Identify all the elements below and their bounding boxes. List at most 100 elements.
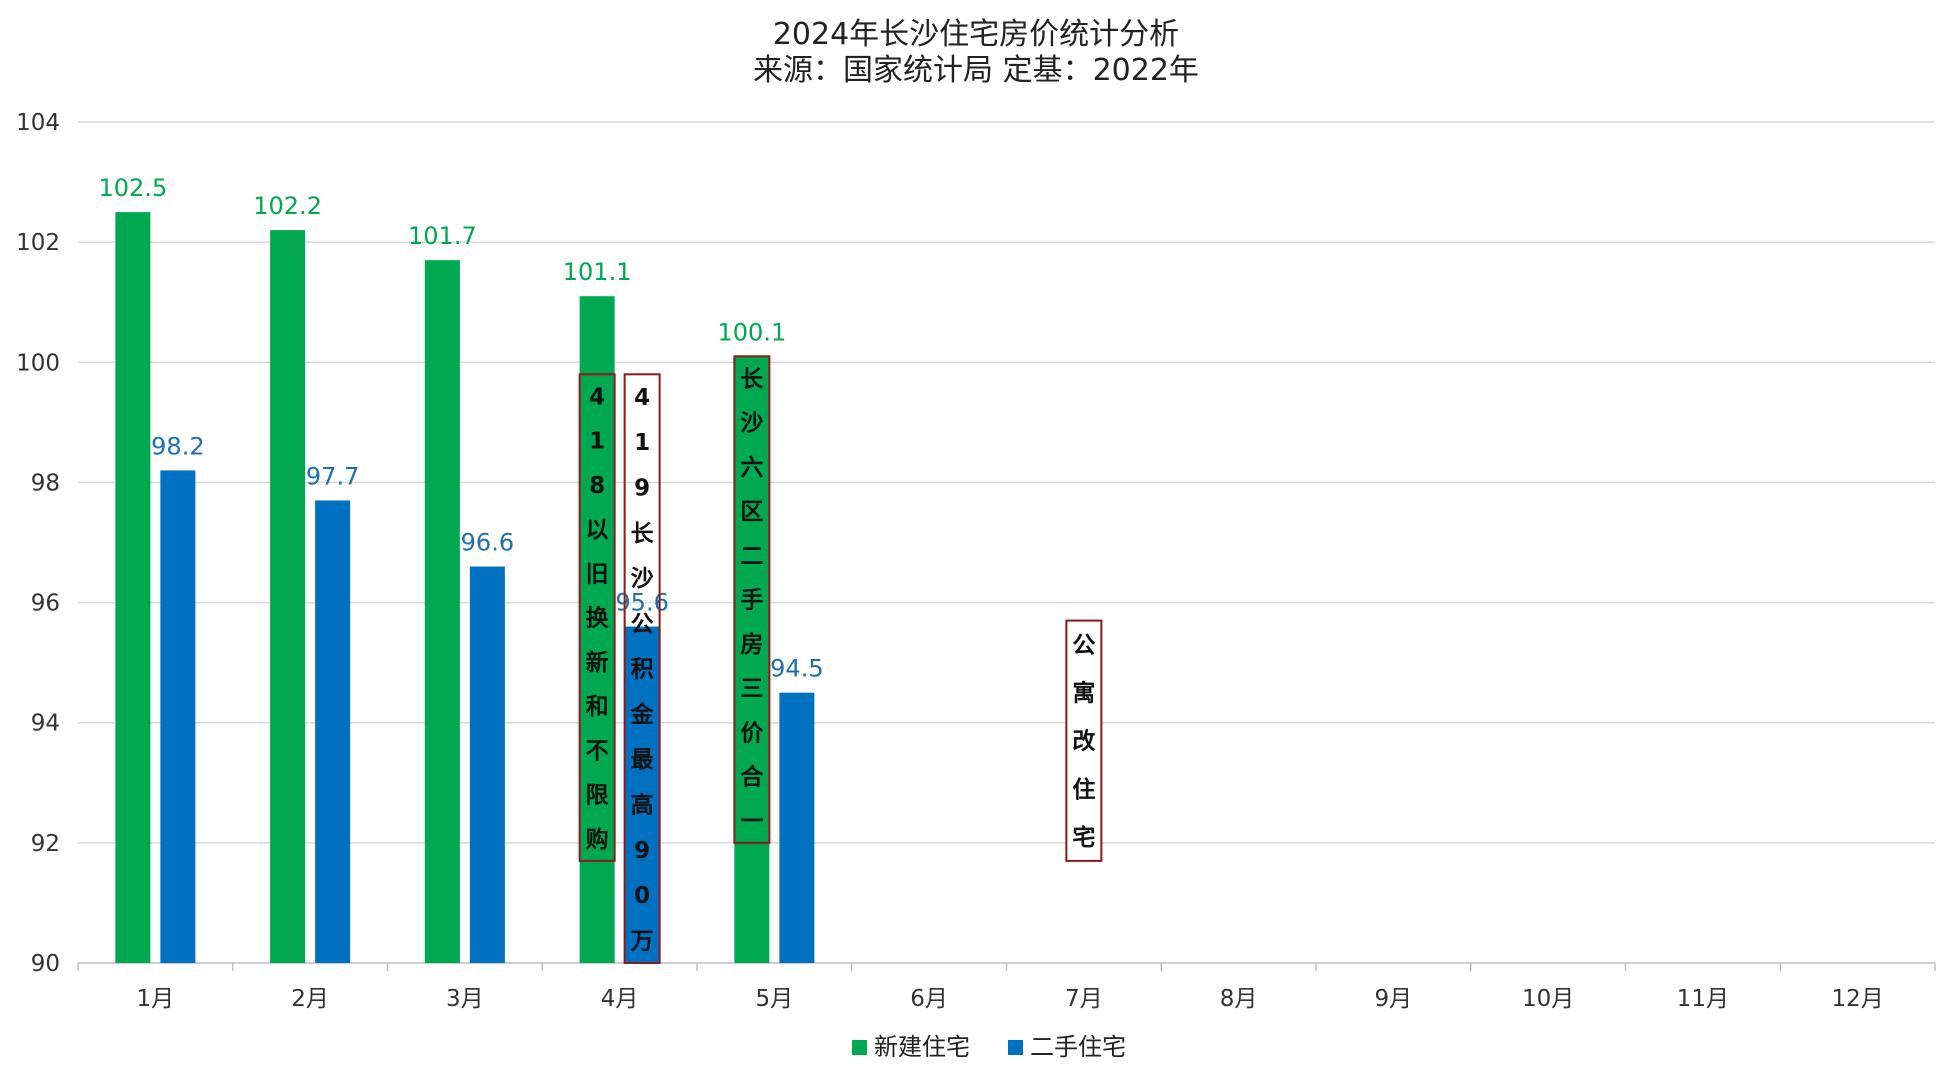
annotation-char: 1 bbox=[589, 429, 605, 455]
legend-swatch bbox=[1008, 1040, 1023, 1055]
data-label: 101.1 bbox=[563, 258, 632, 286]
chart-subtitle: 来源：国家统计局 定基：2022年 bbox=[753, 53, 1199, 88]
annotation-char: 9 bbox=[634, 838, 650, 864]
y-tick-label: 102 bbox=[16, 230, 60, 256]
bar bbox=[469, 566, 505, 963]
data-label: 94.5 bbox=[770, 655, 823, 683]
legend-swatch bbox=[852, 1040, 867, 1055]
y-axis: 90 92 94 96 98 100 102 104 bbox=[16, 110, 60, 977]
annotation-frame bbox=[623, 373, 661, 964]
annotation-char: 和 bbox=[586, 694, 609, 720]
annotation-char: 区 bbox=[740, 499, 763, 525]
annotation-frame bbox=[578, 373, 616, 862]
legend-label: 二手住宅 bbox=[1030, 1033, 1126, 1061]
annotation-char: 限 bbox=[586, 783, 609, 809]
annotation-char: 旧 bbox=[586, 561, 609, 587]
annotation-char: 公 bbox=[631, 611, 654, 637]
legend-label: 新建住宅 bbox=[874, 1033, 970, 1061]
annotation-char: 寓 bbox=[1072, 680, 1095, 707]
annotation-char: 住 bbox=[1072, 776, 1095, 803]
annotation-char: 沙 bbox=[740, 411, 763, 437]
y-tick-label: 100 bbox=[16, 350, 60, 376]
annotation-char: 积 bbox=[631, 657, 654, 683]
annotation-char: 沙 bbox=[631, 566, 654, 592]
y-tick-label: 94 bbox=[31, 711, 60, 737]
y-tick-label: 92 bbox=[31, 831, 60, 857]
gridlines bbox=[78, 121, 1935, 964]
x-tick-label: 12月 bbox=[1831, 986, 1883, 1012]
annotation-char: 8 bbox=[589, 473, 605, 499]
x-tick-label: 2月 bbox=[291, 986, 329, 1012]
annotation-char: 9 bbox=[634, 476, 650, 502]
annotation-char: 0 bbox=[634, 883, 650, 909]
y-tick-label: 90 bbox=[31, 951, 60, 977]
annotation-char: 高 bbox=[631, 792, 654, 819]
annotation-char: 六 bbox=[740, 455, 763, 481]
chart-title: 2024年长沙住宅房价统计分析 bbox=[773, 17, 1179, 52]
data-label: 96.6 bbox=[461, 529, 514, 557]
x-tick-label: 5月 bbox=[756, 986, 794, 1012]
bar bbox=[115, 212, 151, 963]
annotation-frame bbox=[1065, 619, 1103, 862]
bars bbox=[115, 212, 815, 964]
x-tick-label: 9月 bbox=[1375, 986, 1413, 1012]
data-label: 97.7 bbox=[306, 462, 359, 490]
annotation-char: 价 bbox=[740, 720, 764, 746]
x-tick-label: 3月 bbox=[446, 986, 484, 1012]
bar bbox=[779, 692, 815, 963]
data-label: 102.2 bbox=[253, 192, 322, 220]
annotation-char: 新 bbox=[586, 649, 609, 676]
annotation-char: 长 bbox=[740, 366, 764, 392]
annotation-char: 4 bbox=[589, 384, 605, 410]
y-tick-label: 96 bbox=[31, 591, 60, 617]
annotation-char: 换 bbox=[586, 605, 610, 632]
annotation-char: 长 bbox=[631, 521, 655, 547]
data-label: 101.7 bbox=[408, 222, 477, 250]
bar bbox=[424, 260, 460, 963]
legend-item: 新建住宅 bbox=[852, 1033, 970, 1061]
x-tick-label: 4月 bbox=[601, 986, 639, 1012]
bar bbox=[315, 500, 351, 963]
annotation-char: 二 bbox=[740, 543, 763, 569]
legend-item: 二手住宅 bbox=[1008, 1033, 1126, 1061]
x-tick-label: 6月 bbox=[910, 986, 948, 1012]
x-tick-label: 10月 bbox=[1522, 986, 1574, 1012]
annotation-char: 万 bbox=[631, 928, 654, 954]
bar bbox=[160, 470, 196, 963]
annotation-char: 改 bbox=[1072, 729, 1095, 755]
data-label: 102.5 bbox=[99, 174, 168, 202]
annotation-frame bbox=[733, 355, 771, 844]
annotation-char: 1 bbox=[634, 430, 650, 456]
data-labels: 102.5102.2101.7101.1100.198.297.796.695.… bbox=[99, 174, 824, 683]
annotation-char: 金 bbox=[630, 701, 655, 728]
annotation-char: 最 bbox=[631, 747, 655, 773]
annotation-char: 宅 bbox=[1072, 824, 1095, 851]
data-label: 100.1 bbox=[718, 318, 787, 346]
bar bbox=[270, 230, 306, 964]
x-tick-label: 1月 bbox=[137, 986, 175, 1012]
annotation-char: 不 bbox=[586, 738, 609, 764]
annotation-char: 4 bbox=[634, 385, 650, 411]
annotation-char: 三 bbox=[740, 676, 763, 702]
y-tick-label: 98 bbox=[31, 470, 60, 496]
annotation-char: 以 bbox=[586, 517, 609, 543]
x-axis: 1月 2月 3月 4月 5月 6月 7月 8月 9月 10月 11月 12月 bbox=[77, 963, 1936, 1012]
annotation-char: 房 bbox=[740, 631, 763, 658]
x-tick-label: 11月 bbox=[1677, 986, 1729, 1012]
x-tick-label: 8月 bbox=[1220, 986, 1258, 1012]
legend: 新建住宅 二手住宅 bbox=[852, 1033, 1126, 1061]
annotation-char: 购 bbox=[586, 827, 609, 853]
annotation-char: 一 bbox=[740, 809, 763, 835]
annotation-char: 手 bbox=[740, 588, 763, 614]
annotation-char: 公 bbox=[1072, 633, 1095, 659]
annotation-char: 合 bbox=[740, 764, 764, 791]
data-label: 98.2 bbox=[151, 432, 204, 460]
y-tick-label: 104 bbox=[16, 110, 60, 136]
x-tick-label: 7月 bbox=[1065, 986, 1103, 1012]
